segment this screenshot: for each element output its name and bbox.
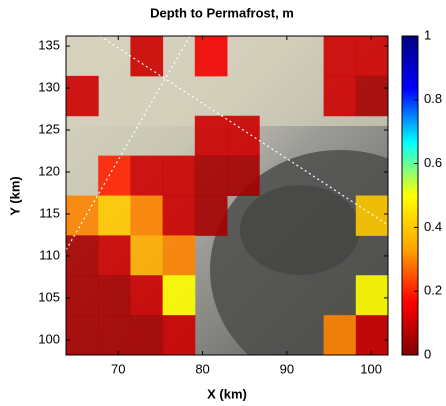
colorbar (402, 36, 418, 355)
y-tick-label: 105 (38, 289, 60, 304)
heat-cell (130, 235, 163, 275)
colorbar-tick-label: 0.2 (424, 283, 442, 298)
heat-cell (163, 275, 196, 315)
heat-cell (98, 315, 131, 355)
heat-cell (195, 36, 228, 76)
y-tick-label: 110 (39, 247, 60, 262)
x-tick-label: 100 (360, 361, 382, 376)
heat-cell (130, 156, 163, 196)
chart: Depth to Permafrost, m X (km) Y (km) 70 8… (0, 0, 446, 406)
heat-cell (163, 196, 196, 236)
heat-cell (66, 235, 99, 275)
colorbar-tick-label: 0.8 (424, 91, 442, 106)
heat-cell (356, 275, 389, 315)
heat-cell (66, 76, 99, 116)
heat-cell (227, 156, 260, 196)
heat-cell (356, 36, 389, 76)
heat-cell (356, 196, 389, 236)
x-axis-label: X (km) (207, 386, 247, 401)
y-tick-label: 115 (39, 205, 60, 220)
y-tick-label: 120 (38, 163, 60, 178)
colorbar-tick-label: 0 (424, 346, 431, 361)
heat-cell (163, 315, 196, 355)
heat-cell (98, 235, 131, 275)
heat-cell (324, 315, 357, 355)
heat-cell (356, 76, 389, 116)
heat-cell (66, 275, 99, 315)
heat-cell (130, 275, 163, 315)
y-axis-label: Y (km) (7, 176, 22, 216)
heat-cell (66, 315, 99, 355)
heat-cell (98, 275, 131, 315)
terrain (66, 36, 446, 390)
heat-cell (130, 36, 163, 76)
chart-title: Depth to Permafrost, m (150, 5, 294, 20)
heat-cell (227, 116, 260, 156)
heat-cell (324, 76, 357, 116)
x-tick-label: 80 (195, 361, 209, 376)
heat-cell (130, 196, 163, 236)
colorbar-tick-label: 0.6 (424, 155, 442, 170)
y-tick-label: 100 (38, 331, 60, 346)
x-tick-label: 70 (111, 361, 125, 376)
heat-cell (130, 315, 163, 355)
heat-cell (324, 36, 357, 76)
heat-cell (195, 156, 228, 196)
colorbar-tick-label: 1 (424, 27, 431, 42)
heat-cell (163, 235, 196, 275)
y-tick-label: 130 (38, 79, 60, 94)
x-tick-label: 90 (280, 361, 294, 376)
colorbar-tick-label: 0.4 (424, 219, 442, 234)
heat-cell (98, 156, 131, 196)
heat-cell (195, 196, 228, 236)
heat-cell (195, 116, 228, 156)
heat-cell (98, 196, 131, 236)
y-tick-label: 135 (38, 38, 60, 53)
y-tick-label: 125 (38, 121, 60, 136)
heat-cell (163, 156, 196, 196)
heat-cell (356, 315, 389, 355)
